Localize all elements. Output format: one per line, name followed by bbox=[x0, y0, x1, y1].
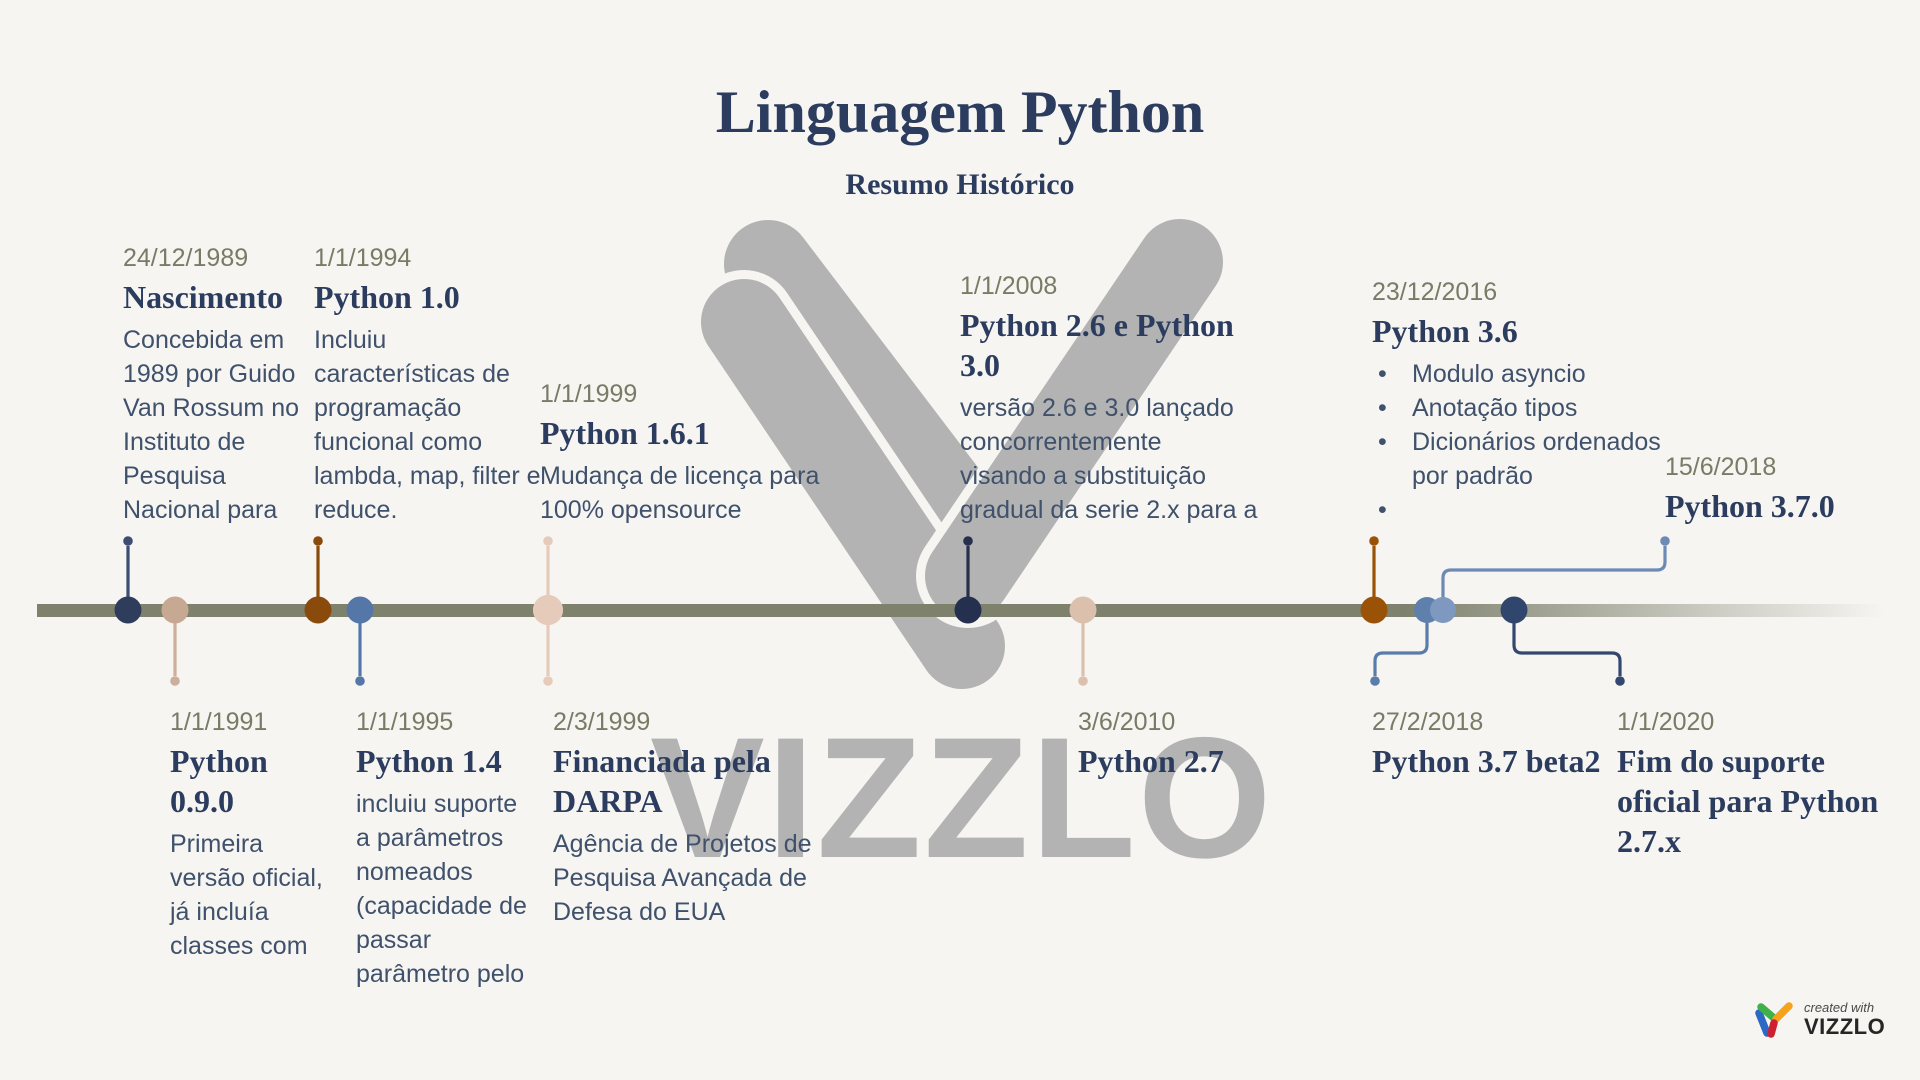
event-dot-python-3-7-0-2018 bbox=[1430, 597, 1456, 623]
vizzlo-logo-icon bbox=[1755, 1002, 1793, 1038]
event-dot-darpa-1999 bbox=[533, 595, 563, 625]
event-title: Python 1.6.1 bbox=[540, 415, 710, 451]
event-small-dot bbox=[543, 676, 553, 686]
event-python-1-6-1-1999: 1/1/1999 Python 1.6.1 Mudança de licença p… bbox=[540, 377, 870, 527]
event-small-dot bbox=[123, 536, 133, 546]
bullet-text: Dicionários ordenados por padrão bbox=[1412, 428, 1661, 490]
event-title: Financiada pela DARPA bbox=[553, 743, 771, 819]
event-fim-suporte-2020: 1/1/2020 Fim do suporte oficial para Pyth… bbox=[1617, 705, 1917, 867]
event-title: Fim do suporte oficial para Python 2.7.x bbox=[1617, 743, 1879, 859]
event-title: Python 2.6 e Python 3.0 bbox=[960, 307, 1234, 383]
event-python-1-0-1994: 1/1/1994 Python 1.0 Incluiu característica… bbox=[314, 241, 614, 527]
event-bullet: • bbox=[1372, 493, 1702, 527]
event-title: Python 3.6 bbox=[1372, 313, 1518, 349]
event-dot-python-1-4-1995 bbox=[346, 596, 374, 624]
event-small-dot bbox=[1078, 676, 1088, 686]
event-python-3-6-2016: 23/12/2016 Python 3.6 • Modulo asyncio • Anot… bbox=[1372, 275, 1702, 527]
event-dot-python-2-6-3-0-2008 bbox=[954, 596, 982, 624]
event-small-dot bbox=[313, 536, 323, 546]
created-with-label: created with bbox=[1804, 1000, 1875, 1015]
event-title: Python 2.7 bbox=[1078, 743, 1224, 779]
event-date: 15/6/2018 bbox=[1665, 453, 1777, 481]
event-description: versão 2.6 e 3.0 lançado concorrentement… bbox=[960, 394, 1258, 524]
event-date: 1/1/1991 bbox=[170, 708, 268, 736]
bullet-icon: • bbox=[1378, 428, 1387, 456]
bullet-text: Modulo asyncio bbox=[1412, 360, 1586, 388]
vizzlo-badge-text: created with VIZZLO bbox=[1804, 1000, 1885, 1039]
event-python-1-4-1995: 1/1/1995 Python 1.4 incluiu suporte a parâ… bbox=[356, 705, 656, 991]
bullet-icon: • bbox=[1378, 360, 1387, 388]
event-date: 1/1/1995 bbox=[356, 708, 454, 736]
event-date: 1/1/1999 bbox=[540, 380, 638, 408]
event-date: 2/3/1999 bbox=[553, 708, 651, 736]
bullet-icon: • bbox=[1378, 394, 1387, 422]
event-description: Primeira versão oficial, já incluía clas… bbox=[170, 830, 323, 960]
event-python-3-7-0-2018: 15/6/2018 Python 3.7.0 bbox=[1665, 450, 1915, 532]
event-python-0-9-0-1991: 1/1/1991 Python 0.9.0 Primeira versão ofic… bbox=[170, 705, 470, 963]
event-description: Incluiu características de programação f… bbox=[314, 326, 541, 524]
event-bullet: • Anotação tipos bbox=[1372, 391, 1702, 425]
event-small-dot bbox=[1370, 676, 1380, 686]
event-small-dot bbox=[1615, 676, 1625, 686]
event-date: 3/6/2010 bbox=[1078, 708, 1176, 736]
event-description: incluiu suporte a parâmetros nomeados (c… bbox=[356, 790, 527, 988]
event-connector bbox=[1512, 612, 1622, 676]
event-description: Mudança de licença para 100% opensource bbox=[540, 462, 820, 524]
event-date: 23/12/2016 bbox=[1372, 278, 1498, 306]
event-small-dot bbox=[963, 536, 973, 546]
event-small-dot bbox=[1369, 536, 1379, 546]
event-small-dot bbox=[170, 676, 180, 686]
event-date: 1/1/2008 bbox=[960, 272, 1058, 300]
event-date: 27/2/2018 bbox=[1372, 708, 1484, 736]
event-dot-python-0-9-0-1991 bbox=[161, 596, 189, 624]
event-dot-python-3-6-2016 bbox=[1360, 596, 1388, 624]
event-connector bbox=[1441, 546, 1667, 608]
event-small-dot bbox=[543, 536, 553, 546]
page-subtitle: Resumo Histórico bbox=[845, 168, 1075, 201]
bullet-text: Anotação tipos bbox=[1412, 394, 1578, 422]
event-bullet-list: • Modulo asyncio • Anotação tipos • Dicionári… bbox=[1372, 357, 1702, 527]
event-date: 24/12/1989 bbox=[123, 244, 249, 272]
event-title: Python 1.4 bbox=[356, 743, 502, 779]
event-title: Nascimento bbox=[123, 279, 283, 315]
event-description: Agência de Projetos de Pesquisa Avançada… bbox=[553, 830, 812, 926]
event-title: Python 3.7.0 bbox=[1665, 488, 1835, 524]
event-python-2-7-2010: 3/6/2010 Python 2.7 bbox=[1078, 705, 1378, 787]
event-date: 1/1/1994 bbox=[314, 244, 412, 272]
event-dot-fim-suporte-2020 bbox=[1500, 596, 1528, 624]
vizzlo-brand-label: VIZZLO bbox=[1804, 1014, 1886, 1039]
event-dot-nascimento-1989 bbox=[114, 596, 142, 624]
event-connector bbox=[1373, 612, 1429, 676]
event-title: Python 3.7 beta2 bbox=[1372, 743, 1601, 779]
event-title: Python 1.0 bbox=[314, 279, 460, 315]
event-dot-python-1-0-1994 bbox=[304, 596, 332, 624]
event-small-dot bbox=[1660, 536, 1670, 546]
event-nascimento-1989: 24/12/1989 Nascimento Concebida em 1989 po… bbox=[123, 241, 423, 527]
event-bullet: • Dicionários ordenados por padrão bbox=[1372, 425, 1702, 493]
event-description: Concebida em 1989 por Guido Van Rossum n… bbox=[123, 326, 300, 524]
bullet-icon: • bbox=[1378, 496, 1387, 524]
event-title: Python 0.9.0 bbox=[170, 743, 268, 819]
event-date: 1/1/2020 bbox=[1617, 708, 1715, 736]
event-python-3-7-beta2-2018: 27/2/2018 Python 3.7 beta2 bbox=[1372, 705, 1672, 787]
event-small-dot bbox=[355, 676, 365, 686]
event-python-2-6-3-0-2008: 1/1/2008 Python 2.6 e Python 3.0 versão 2.… bbox=[960, 269, 1300, 527]
vizzlo-badge[interactable]: created with VIZZLO bbox=[1750, 1000, 1885, 1042]
event-darpa-1999: 2/3/1999 Financiada pela DARPA Agência de … bbox=[553, 705, 883, 929]
event-dot-python-2-7-2010 bbox=[1069, 596, 1097, 624]
event-bullet: • Modulo asyncio bbox=[1372, 357, 1702, 391]
page-title: Linguagem Python bbox=[715, 79, 1205, 145]
